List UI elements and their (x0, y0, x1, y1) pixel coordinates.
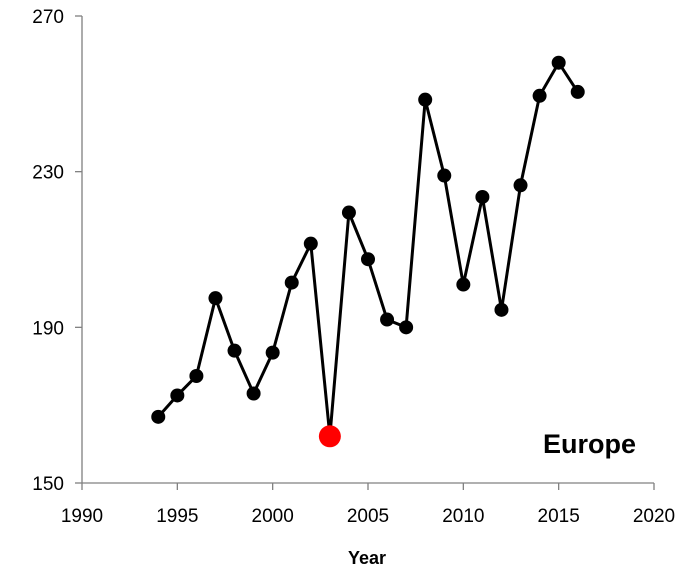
x-tick-label: 2010 (442, 506, 484, 527)
data-point (399, 320, 414, 335)
data-point (437, 168, 452, 183)
axes (81, 16, 654, 484)
series-line (157, 59, 579, 437)
data-point (303, 236, 318, 251)
data-point (151, 409, 166, 424)
data-point (189, 368, 204, 383)
data-point (494, 302, 509, 317)
x-axis-title: Year (348, 548, 386, 568)
data-point (208, 291, 223, 306)
y-tick-label: 230 (32, 163, 64, 184)
x-tick-label: 2020 (633, 506, 675, 527)
data-point (475, 189, 490, 204)
data-point (284, 275, 299, 290)
x-tick-label: 2015 (538, 506, 580, 527)
series-europe (151, 55, 585, 448)
x-tick-label: 1995 (156, 506, 198, 527)
axis-ticks: 1990 1995 2000 2005 2010 2015 2020 150 190 230 270 (32, 7, 675, 527)
highlight-point (318, 425, 341, 448)
data-point (551, 55, 566, 70)
data-point (532, 88, 547, 103)
data-point (170, 388, 185, 403)
data-point (246, 386, 261, 401)
data-point (570, 84, 585, 99)
data-point (227, 343, 242, 358)
x-tick-label: 2005 (347, 506, 389, 527)
data-point (265, 345, 280, 360)
region-label: Europe (543, 429, 636, 459)
data-point (361, 252, 375, 267)
data-point (418, 92, 433, 107)
y-tick-label: 270 (32, 7, 64, 28)
y-tick-label: 190 (32, 318, 64, 339)
data-point (341, 205, 356, 220)
data-point (513, 178, 528, 193)
data-point (456, 277, 471, 292)
y-tick-label: 150 (32, 474, 64, 495)
x-tick-label: 2000 (252, 506, 294, 527)
data-point (380, 312, 395, 327)
x-tick-label: 1990 (61, 506, 103, 527)
